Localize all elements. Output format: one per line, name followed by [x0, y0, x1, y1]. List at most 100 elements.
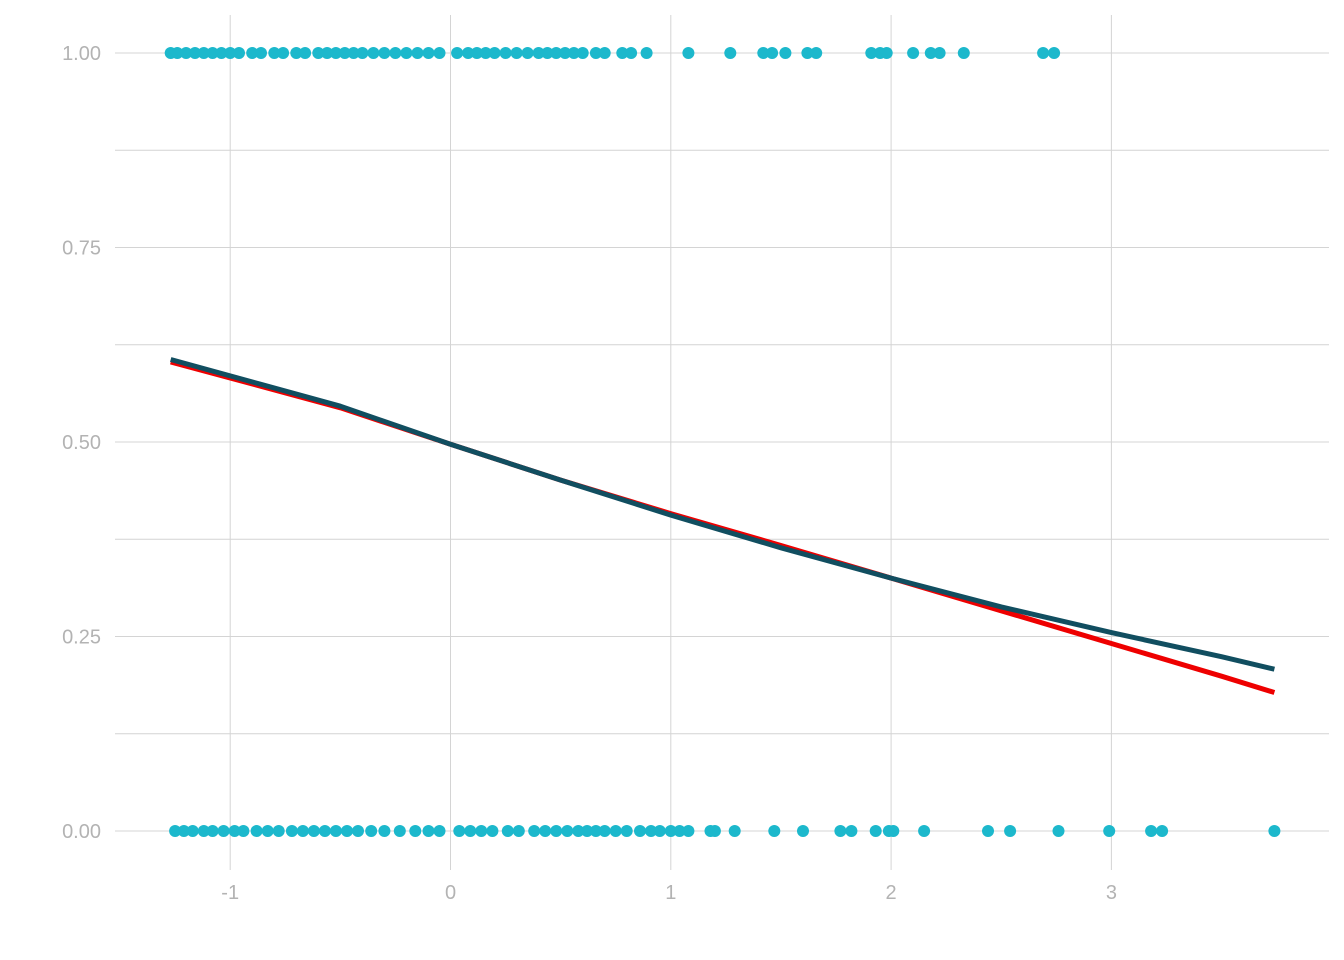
- data-point: [352, 825, 364, 837]
- data-point: [177, 825, 190, 837]
- data-point: [589, 825, 602, 837]
- data-point: [982, 825, 994, 837]
- data-point: [499, 47, 512, 59]
- data-point: [329, 825, 342, 837]
- data-point: [365, 825, 378, 837]
- data-point: [834, 825, 847, 837]
- data-point: [378, 825, 391, 837]
- data-point: [682, 47, 695, 59]
- data-point: [634, 825, 646, 837]
- data-point: [197, 825, 210, 837]
- data-point: [512, 825, 525, 837]
- data-point: [367, 47, 380, 59]
- data-point: [400, 47, 413, 59]
- data-point: [625, 47, 638, 59]
- data-point: [321, 47, 334, 59]
- data-point: [609, 825, 622, 837]
- data-point: [640, 47, 653, 59]
- data-point: [550, 47, 563, 59]
- data-point: [462, 47, 475, 59]
- data-point: [887, 825, 900, 837]
- data-point: [521, 47, 534, 59]
- y-tick-label: 0.25: [62, 627, 101, 649]
- data-point: [464, 825, 477, 837]
- data-point: [845, 825, 858, 837]
- data-point: [869, 825, 882, 837]
- data-point: [312, 47, 325, 59]
- data-point: [488, 47, 501, 59]
- fit-line-dark: [170, 357, 1275, 672]
- data-point: [186, 825, 199, 837]
- fit-line-red: [170, 359, 1276, 695]
- data-point: [1103, 825, 1116, 837]
- data-point: [924, 47, 937, 59]
- data-point: [810, 47, 823, 59]
- data-point: [255, 47, 267, 59]
- data-point: [409, 825, 422, 837]
- data-point: [1268, 825, 1281, 837]
- fit-lines: [170, 357, 1276, 695]
- data-point: [378, 47, 391, 59]
- data-point: [206, 825, 219, 837]
- data-point: [261, 825, 274, 837]
- data-point: [865, 47, 878, 59]
- x-tick-label: 3: [1106, 882, 1117, 904]
- data-point: [422, 825, 435, 837]
- data-point: [576, 47, 589, 59]
- data-point: [1145, 825, 1158, 837]
- data-point: [180, 47, 193, 59]
- data-point: [918, 825, 931, 837]
- data-point: [277, 47, 290, 59]
- data-point: [567, 47, 580, 59]
- data-point: [486, 825, 499, 837]
- axis-tick-labels: 0.00 0.25 0.50 0.75 1.00 -1 0 1 2 3: [62, 43, 1117, 904]
- data-point: [171, 47, 184, 59]
- data-point: [268, 47, 281, 59]
- data-point: [470, 47, 483, 59]
- data-point: [957, 47, 970, 59]
- data-point: [510, 47, 523, 59]
- y-tick-label: 0.00: [62, 821, 101, 843]
- x-tick-label: 2: [886, 882, 897, 904]
- data-point: [479, 47, 492, 59]
- data-point: [453, 825, 466, 837]
- data-point: [501, 825, 514, 837]
- data-point: [215, 47, 228, 59]
- data-point: [907, 47, 920, 59]
- data-point: [598, 47, 611, 59]
- data-point: [541, 47, 554, 59]
- data-point: [532, 47, 545, 59]
- data-point: [329, 47, 342, 59]
- data-point: [757, 47, 770, 59]
- data-point: [616, 47, 629, 59]
- data-point: [290, 47, 303, 59]
- data-point: [411, 47, 424, 59]
- data-point: [206, 47, 219, 59]
- data-point: [779, 47, 792, 59]
- data-point: [341, 825, 353, 837]
- data-point: [673, 825, 686, 837]
- data-point: [347, 47, 360, 59]
- data-point: [1156, 825, 1169, 837]
- data-point: [539, 825, 552, 837]
- data-point: [620, 825, 633, 837]
- data-point: [561, 825, 574, 837]
- data-point: [389, 47, 402, 59]
- data-point: [169, 825, 182, 837]
- data-point: [645, 825, 657, 837]
- grid-lines: [115, 15, 1329, 870]
- data-point: [1004, 825, 1017, 837]
- y-tick-label: 0.50: [62, 432, 101, 454]
- data-point: [272, 825, 285, 837]
- data-point: [1052, 825, 1065, 837]
- data-point: [224, 47, 237, 59]
- data-point: [581, 825, 594, 837]
- data-point: [598, 825, 611, 837]
- data-point: [589, 47, 602, 59]
- data-point: [559, 47, 572, 59]
- data-point: [422, 47, 435, 59]
- data-point: [728, 825, 741, 837]
- data-point: [197, 47, 210, 59]
- data-point: [356, 47, 369, 59]
